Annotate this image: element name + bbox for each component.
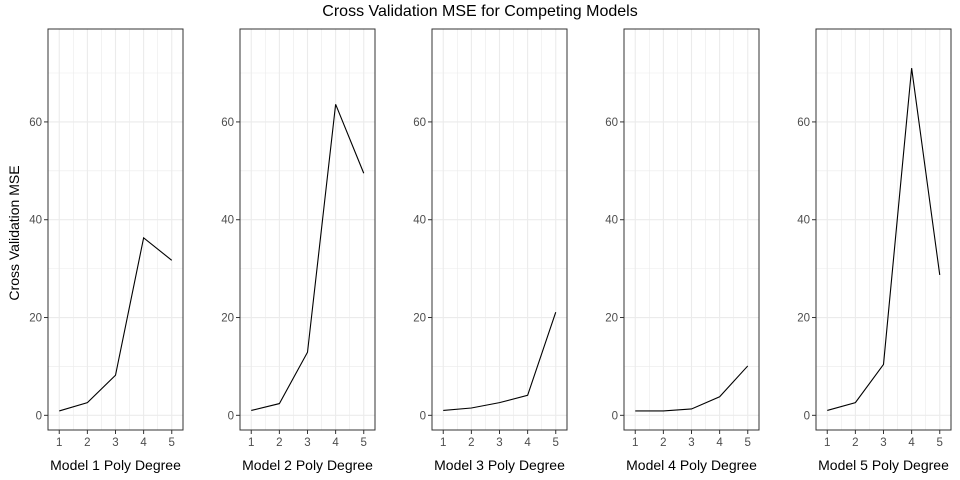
x-tick-label: 5 (745, 437, 751, 449)
y-tick-label: 40 (605, 215, 618, 227)
y-tick-label: 0 (420, 410, 426, 422)
x-tick-label: 1 (56, 437, 62, 449)
y-tick-label: 0 (612, 410, 618, 422)
y-axis-title: Cross Validation MSE (6, 165, 22, 300)
x-tick-label: 2 (660, 437, 666, 449)
x-axis-title: Model 4 Poly Degree (626, 457, 757, 473)
x-tick-label: 4 (716, 437, 723, 449)
x-tick-label: 5 (553, 437, 559, 449)
x-tick-label: 3 (496, 437, 502, 449)
series-line (251, 104, 365, 411)
x-tick-label: 5 (937, 437, 943, 449)
y-tick-label: 0 (804, 410, 810, 422)
panel-3: 1 2 3 4 5 0 20 40 60 Model 3 Poly Degree (413, 28, 568, 473)
panel-5: 1 2 3 4 5 0 20 40 60 Model 5 Poly Degree (797, 28, 952, 473)
y-tick-label: 20 (797, 313, 810, 325)
x-tick-label: 4 (332, 437, 339, 449)
x-tick-label: 1 (440, 437, 446, 449)
panel-1: 1 2 3 4 5 0 20 40 60 Model 1 Poly Degree (29, 28, 184, 473)
x-tick-label: 1 (248, 437, 254, 449)
x-tick-label: 3 (688, 437, 694, 449)
x-tick-label: 1 (824, 437, 830, 449)
x-axis-title: Model 1 Poly Degree (50, 457, 181, 473)
x-tick-label: 4 (140, 437, 147, 449)
x-tick-label: 3 (880, 437, 886, 449)
y-tick-label: 20 (413, 313, 426, 325)
y-tick-label: 0 (36, 410, 42, 422)
series-line (635, 365, 749, 412)
y-tick-label: 60 (413, 117, 426, 129)
y-tick-label: 0 (228, 410, 234, 422)
x-tick-label: 2 (468, 437, 474, 449)
series-line (827, 68, 941, 411)
x-tick-label: 1 (632, 437, 638, 449)
y-tick-label: 40 (29, 215, 42, 227)
x-tick-label: 5 (169, 437, 175, 449)
series-line (443, 311, 557, 411)
y-tick-label: 60 (29, 117, 42, 129)
y-tick-label: 20 (221, 313, 234, 325)
y-tick-label: 40 (413, 215, 426, 227)
y-tick-label: 20 (29, 313, 42, 325)
y-tick-label: 60 (797, 117, 810, 129)
x-axis-title: Model 5 Poly Degree (818, 457, 949, 473)
x-axis-title: Model 3 Poly Degree (434, 457, 565, 473)
y-tick-label: 40 (797, 215, 810, 227)
x-tick-label: 3 (304, 437, 310, 449)
x-tick-label: 5 (361, 437, 367, 449)
chart-title: Cross Validation MSE for Competing Model… (322, 3, 638, 20)
y-tick-label: 40 (221, 215, 234, 227)
panel-2: 1 2 3 4 5 0 20 40 60 Model 2 Poly Degree (221, 28, 376, 473)
x-tick-label: 4 (908, 437, 915, 449)
y-tick-label: 20 (605, 313, 618, 325)
y-tick-label: 60 (221, 117, 234, 129)
panel-4: 1 2 3 4 5 0 20 40 60 Model 4 Poly Degree (605, 28, 760, 473)
x-axis-title: Model 2 Poly Degree (242, 457, 373, 473)
x-tick-label: 4 (524, 437, 531, 449)
x-tick-label: 2 (852, 437, 858, 449)
y-tick-label: 60 (605, 117, 618, 129)
series-line (59, 236, 173, 412)
x-tick-label: 3 (112, 437, 118, 449)
x-tick-label: 2 (276, 437, 282, 449)
x-tick-label: 2 (84, 437, 90, 449)
